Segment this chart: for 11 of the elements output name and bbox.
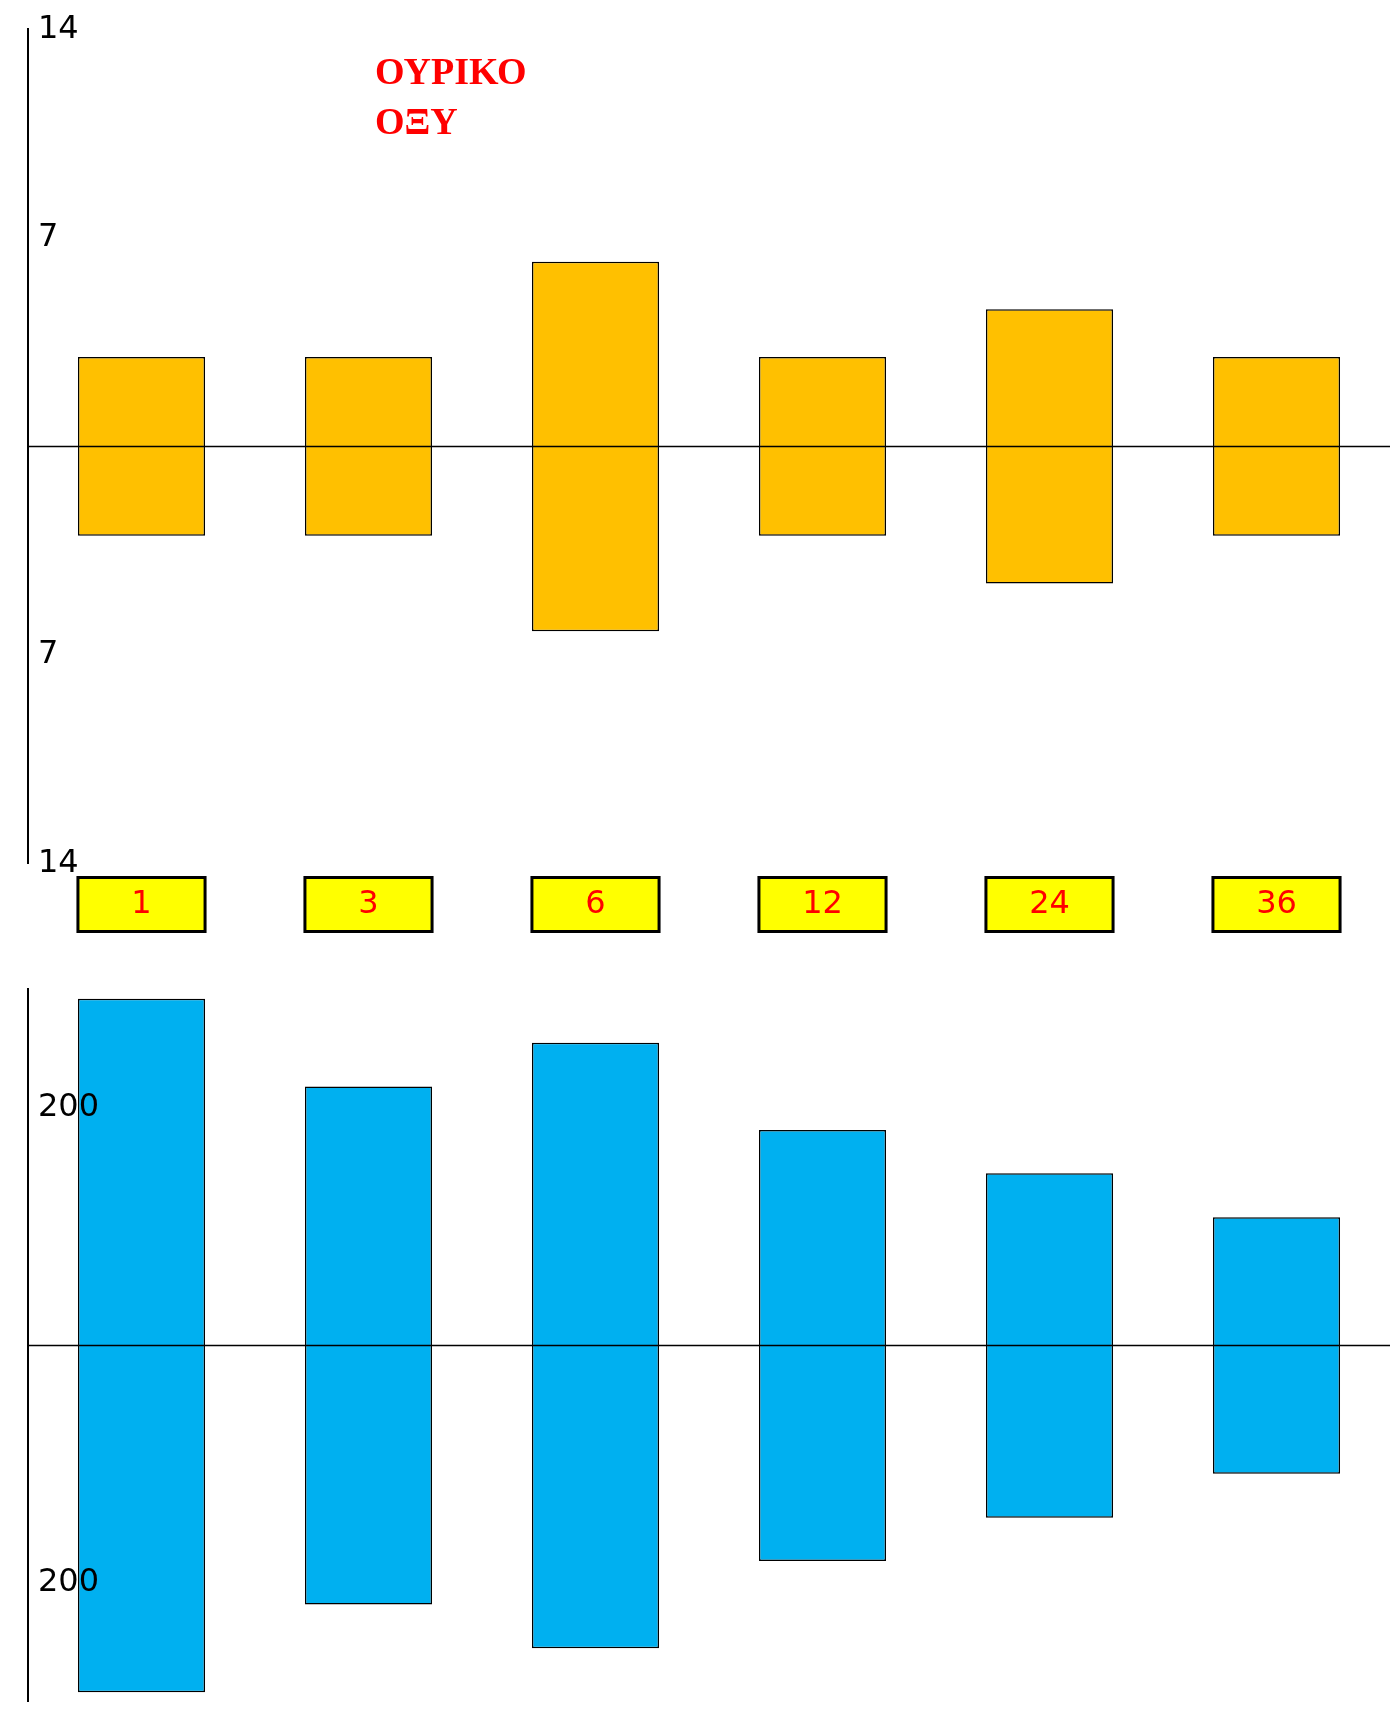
annotation: ΟΥΡΙΚΟ ΟΞΥ [375,49,527,142]
y-tick-label: 14 [38,7,79,46]
x-tick-label: 12 [802,883,843,922]
x-tick-label: 3 [358,883,379,922]
x-tick-label: 36 [1256,883,1297,922]
x-tick-label: 6 [585,883,606,922]
y-tick-label: 7 [38,633,59,672]
y-tick-label: 7 [38,216,59,255]
x-tick-label: 1 [131,883,152,922]
x-tick-label: 24 [1029,883,1070,922]
y-tick-label: 14 [38,841,79,880]
